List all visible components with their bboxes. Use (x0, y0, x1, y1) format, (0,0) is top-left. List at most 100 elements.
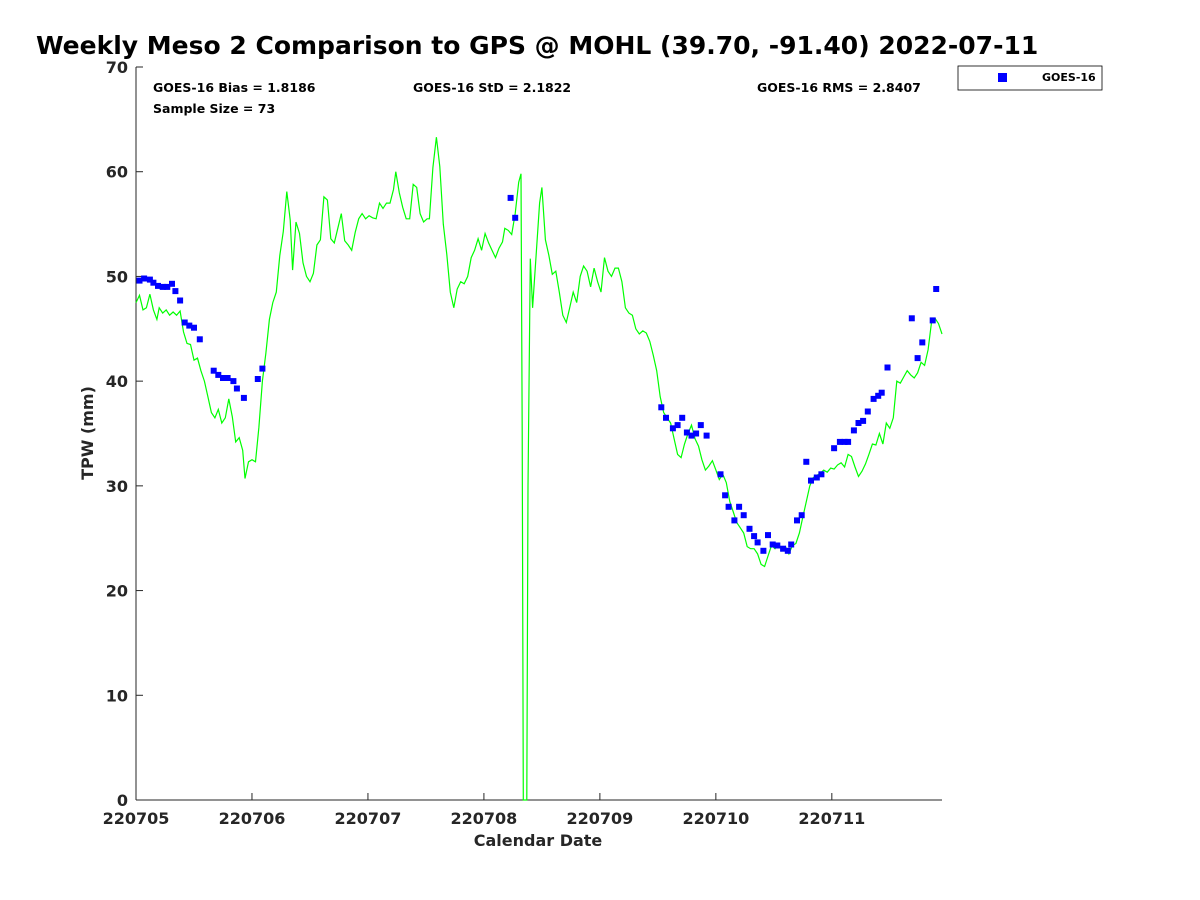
x-tick-label: 220707 (335, 809, 402, 828)
goes-16-point (172, 288, 179, 295)
goes-16-point (803, 458, 810, 465)
goes-16-point (674, 422, 681, 429)
bias-stat: GOES-16 Bias = 1.8186 (153, 80, 316, 95)
goes-16-point (808, 477, 814, 484)
goes-16-point (146, 276, 153, 283)
goes-16-point (191, 324, 197, 331)
legend-box (957, 65, 1103, 91)
goes-16-point (798, 512, 805, 519)
goes-16-point (215, 371, 222, 378)
y-tick-label: 50 (106, 267, 128, 286)
goes-16-point (855, 420, 862, 426)
goes-16-point (914, 355, 921, 362)
goes-16-point (669, 425, 676, 432)
y-tick-label: 20 (106, 582, 128, 601)
goes-16-point (784, 547, 791, 554)
goes-16-point (722, 492, 729, 499)
goes-16-point (177, 297, 184, 304)
y-tick-label: 10 (106, 686, 128, 705)
goes-16-point (870, 395, 877, 402)
goes-16-point (164, 283, 171, 290)
goes-16-point (754, 539, 761, 546)
goes-16-point (136, 277, 143, 284)
y-tick-label: 30 (106, 477, 128, 496)
goes-16-point (813, 474, 820, 481)
y-tick-label: 0 (117, 791, 128, 810)
goes-16-point (740, 512, 747, 519)
goes-16-point (512, 214, 519, 221)
goes-16-point (731, 517, 738, 524)
std-stat: GOES-16 StD = 2.1822 (413, 80, 571, 95)
goes-16-point (697, 422, 704, 429)
rms-stat: GOES-16 RMS = 2.8407 (757, 80, 921, 95)
x-tick-label: 220705 (103, 809, 170, 828)
goes-16-point (908, 315, 915, 322)
goes-16-point (181, 319, 188, 326)
goes-16-point (240, 394, 247, 401)
goes-16-point (224, 375, 231, 381)
goes-16-point (919, 339, 926, 346)
x-tick-label: 220711 (798, 809, 865, 828)
goes-16-point (769, 541, 776, 548)
goes-16-point (725, 503, 732, 510)
goes-16-point (259, 365, 266, 372)
goes-16-point (679, 414, 686, 421)
goes-16-point (210, 367, 217, 374)
goes-16-point (159, 283, 166, 290)
goes-16-point (688, 432, 695, 439)
goes-16-point (233, 385, 240, 392)
goes-16-point (933, 286, 940, 292)
goes-16-point (150, 279, 157, 286)
x-axis-label: Calendar Date (474, 831, 603, 850)
goes-16-point (850, 427, 857, 434)
goes-16-scatter-series (136, 194, 940, 554)
goes-16-point (765, 532, 771, 539)
x-tick-label: 220706 (219, 809, 286, 828)
goes-16-point (884, 364, 891, 371)
goes-16-point (254, 376, 261, 382)
sample-size-stat: Sample Size = 73 (153, 101, 275, 116)
y-tick-label: 40 (106, 372, 128, 391)
goes-16-point (169, 280, 175, 287)
gps-line (135, 137, 943, 801)
chart-title: Weekly Meso 2 Comparison to GPS @ MOHL (… (36, 31, 1038, 60)
goes-16-point (746, 525, 753, 532)
goes-16-point (693, 430, 700, 437)
goes-16-point (717, 471, 724, 478)
goes-16-point (663, 414, 669, 421)
goes-16-point (196, 336, 203, 343)
goes-16-point (507, 194, 514, 201)
goes-16-point (155, 282, 161, 289)
goes-16-point (774, 542, 781, 549)
goes-16-point (220, 375, 226, 381)
goes-16-point (845, 438, 852, 445)
goes-16-point (875, 392, 882, 399)
legend-marker-goes-16 (998, 73, 1007, 82)
goes-16-point (760, 547, 767, 554)
goes-16-point (818, 471, 825, 478)
goes-16-point (736, 503, 743, 510)
axes: 0 10 20 30 40 50 60 70 220705 220706 220707 220708 2… (103, 58, 942, 828)
x-tick-label: 220710 (682, 809, 749, 828)
goes-16-point (658, 404, 665, 411)
goes-16-point (780, 545, 787, 552)
y-tick-label: 60 (106, 163, 128, 182)
goes-16-point (703, 432, 710, 439)
goes-16-point (683, 429, 690, 436)
goes-16-point (864, 408, 871, 415)
goes-16-point (141, 275, 148, 282)
legend-label-goes-16: GOES-16 (1042, 71, 1096, 84)
goes-16-point (878, 389, 885, 396)
gps-line-series (135, 137, 943, 801)
x-tick-label: 220708 (451, 809, 518, 828)
goes-16-point (788, 541, 795, 548)
goes-16-point (841, 438, 848, 445)
legend: GOES-16 (957, 65, 1103, 91)
y-axis-label: TPW (mm) (78, 386, 97, 480)
goes-16-point (831, 445, 838, 452)
goes-16-point (751, 533, 758, 540)
goes-16-point (860, 417, 867, 424)
x-tick-label: 220709 (566, 809, 633, 828)
goes-16-point (186, 322, 193, 329)
